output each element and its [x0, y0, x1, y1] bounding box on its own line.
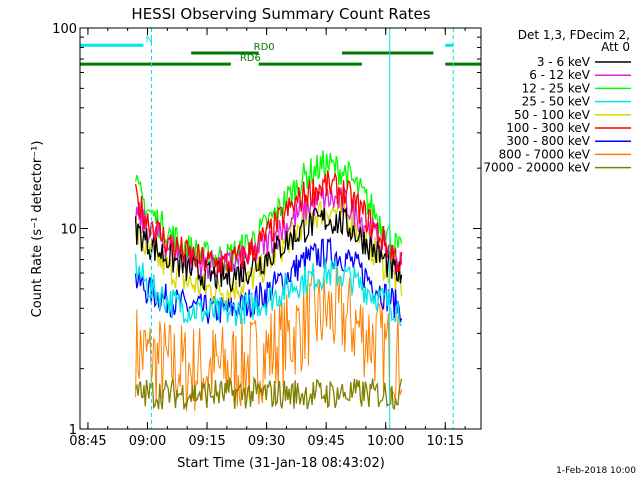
y-axis-label: Count Rate (s⁻¹ detector⁻¹): [30, 141, 45, 318]
x-tick-label: 08:45: [69, 434, 106, 449]
legend-label: 50 - 100 keV: [514, 108, 591, 122]
series-line-3: [134, 253, 402, 327]
x-tick-label: 09:30: [248, 434, 285, 449]
chart-title: HESSI Observing Summary Count Rates: [131, 5, 430, 23]
legend-label: 100 - 300 keV: [506, 121, 590, 135]
flag-label-rd0: RD0: [254, 42, 275, 53]
x-tick-label: 10:15: [427, 434, 464, 449]
flag-label-rd6: RD6: [240, 53, 261, 64]
x-tick-label: 09:45: [307, 434, 344, 449]
x-axis-label: Start Time (31-Jan-18 08:43:02): [177, 456, 385, 471]
series-line-5: [134, 170, 403, 276]
series-line-0: [134, 206, 403, 293]
x-tick-label: 09:00: [129, 434, 166, 449]
series-layer: [134, 150, 403, 412]
legend-label: 6 - 12 keV: [529, 68, 591, 82]
legend-title-line-1: Det 1,3, FDecim 2,: [518, 28, 630, 42]
series-line-7: [135, 267, 403, 412]
legend-label: 800 - 7000 keV: [499, 147, 591, 161]
legend-label: 25 - 50 keV: [522, 95, 591, 109]
legend-label: 7000 - 20000 keV: [483, 161, 590, 175]
legend-label: 12 - 25 keV: [522, 81, 591, 95]
flag-label-n: N: [146, 34, 153, 45]
y-axis-ticks: 1 10 100: [52, 22, 481, 438]
legend-title-line-2: Att 0: [601, 40, 630, 54]
x-tick-label: 10:00: [367, 434, 404, 449]
x-axis-ticks: 08:45 09:00 09:15 09:30 09:45 10:00 10:15: [69, 28, 466, 449]
legend-label: 3 - 6 keV: [537, 55, 591, 69]
footer-timestamp: 1-Feb-2018 10:00: [556, 466, 636, 476]
y-tick-label: 1: [69, 423, 77, 438]
y-tick-label: 10: [60, 223, 77, 238]
x-tick-label: 09:15: [188, 434, 225, 449]
series-line-8: [135, 376, 403, 411]
legend-label: 300 - 800 keV: [506, 134, 590, 148]
y-tick-label: 100: [52, 22, 77, 37]
